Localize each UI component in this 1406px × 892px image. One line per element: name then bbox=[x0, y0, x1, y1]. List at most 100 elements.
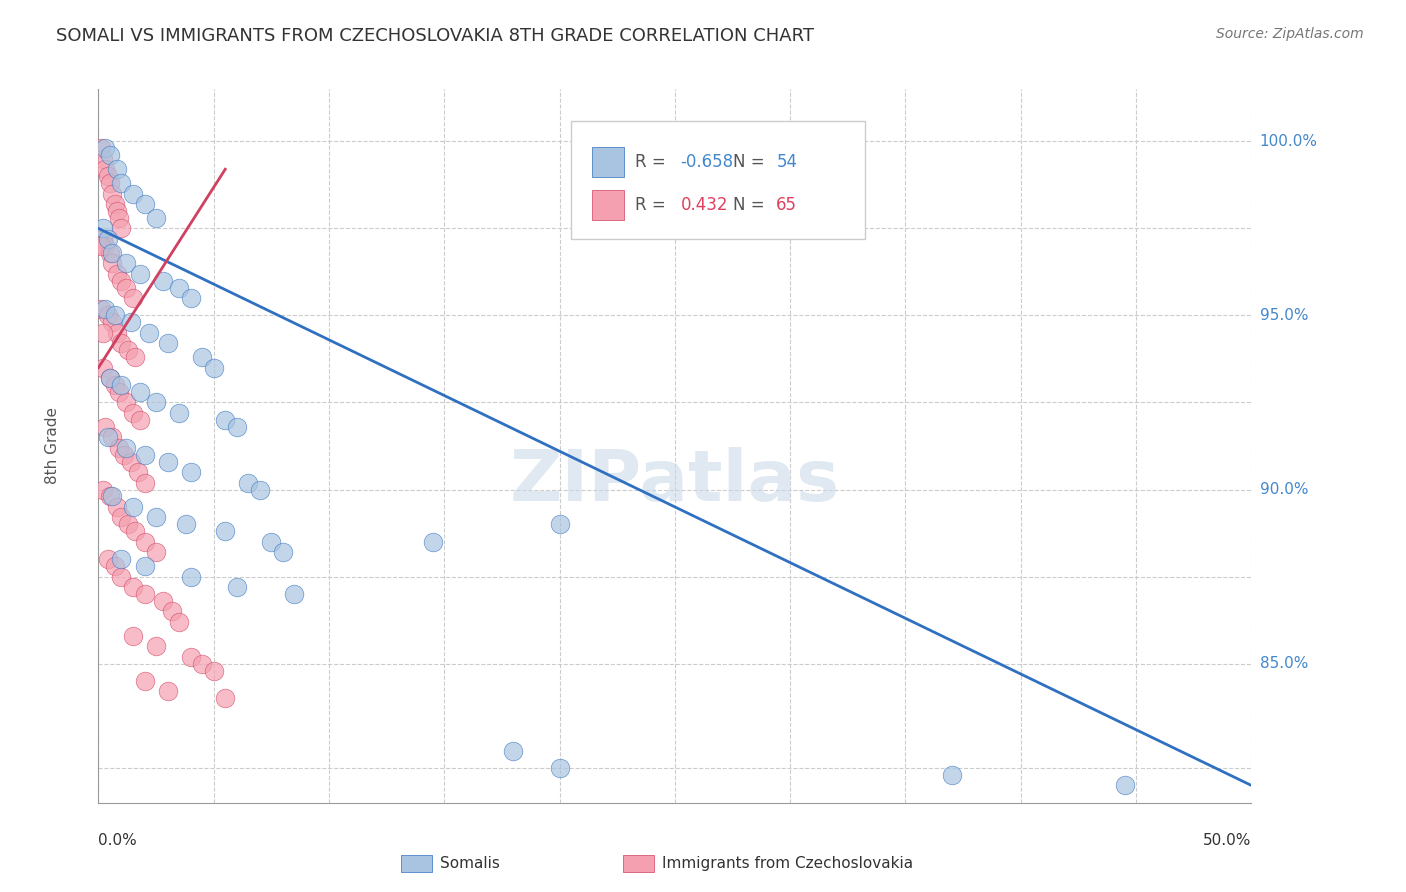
Point bbox=[94, 301, 117, 316]
Point bbox=[134, 534, 156, 549]
Point bbox=[202, 664, 225, 678]
Point bbox=[98, 371, 121, 385]
Point bbox=[94, 162, 117, 177]
Point bbox=[105, 500, 128, 514]
Point bbox=[502, 743, 524, 757]
Text: 50.0%: 50.0% bbox=[1204, 833, 1251, 848]
Point bbox=[167, 406, 190, 420]
Point bbox=[98, 490, 121, 504]
Point bbox=[101, 256, 124, 270]
Point bbox=[103, 197, 125, 211]
Point bbox=[115, 441, 138, 455]
Point bbox=[91, 221, 114, 235]
Point bbox=[152, 274, 174, 288]
Point bbox=[191, 657, 214, 671]
Point bbox=[214, 691, 236, 706]
Point bbox=[134, 559, 156, 574]
Point bbox=[145, 211, 167, 225]
Point bbox=[422, 534, 444, 549]
Point bbox=[127, 465, 149, 479]
FancyBboxPatch shape bbox=[571, 121, 865, 239]
Text: Source: ZipAtlas.com: Source: ZipAtlas.com bbox=[1216, 27, 1364, 41]
Text: 54: 54 bbox=[776, 153, 797, 171]
Point bbox=[167, 280, 190, 294]
Point bbox=[156, 336, 179, 351]
Point bbox=[97, 430, 120, 444]
Point bbox=[115, 256, 138, 270]
Text: -0.658: -0.658 bbox=[681, 153, 734, 171]
Point bbox=[101, 430, 124, 444]
Point bbox=[90, 141, 112, 155]
Text: ZIPatlas: ZIPatlas bbox=[510, 447, 839, 516]
Point bbox=[97, 552, 120, 566]
Point bbox=[110, 552, 132, 566]
Point bbox=[160, 604, 183, 618]
Point bbox=[98, 148, 121, 162]
Point bbox=[129, 267, 152, 281]
Point bbox=[110, 221, 132, 235]
Point bbox=[134, 197, 156, 211]
Point bbox=[145, 510, 167, 524]
Point bbox=[90, 239, 112, 253]
Point bbox=[120, 315, 142, 329]
Point bbox=[117, 517, 139, 532]
Text: 90.0%: 90.0% bbox=[1260, 482, 1308, 497]
Point bbox=[101, 490, 124, 504]
Text: 8th Grade: 8th Grade bbox=[45, 408, 60, 484]
Point bbox=[110, 176, 132, 190]
Point bbox=[271, 545, 294, 559]
Text: 100.0%: 100.0% bbox=[1260, 134, 1317, 149]
Point bbox=[260, 534, 283, 549]
Point bbox=[110, 569, 132, 583]
Point bbox=[180, 569, 202, 583]
Point bbox=[103, 378, 125, 392]
Point bbox=[110, 336, 132, 351]
Text: 0.432: 0.432 bbox=[681, 196, 728, 214]
Text: 65: 65 bbox=[776, 196, 797, 214]
Point bbox=[180, 649, 202, 664]
Point bbox=[225, 580, 247, 594]
Point bbox=[94, 141, 117, 155]
Point bbox=[103, 559, 125, 574]
Text: 0.0%: 0.0% bbox=[98, 833, 138, 848]
Point bbox=[941, 768, 963, 782]
Point bbox=[134, 587, 156, 601]
Point bbox=[98, 371, 121, 385]
Text: SOMALI VS IMMIGRANTS FROM CZECHOSLOVAKIA 8TH GRADE CORRELATION CHART: SOMALI VS IMMIGRANTS FROM CZECHOSLOVAKIA… bbox=[56, 27, 814, 45]
Point bbox=[283, 587, 305, 601]
Text: Immigrants from Czechoslovakia: Immigrants from Czechoslovakia bbox=[662, 856, 914, 871]
Point bbox=[97, 309, 120, 323]
Point bbox=[110, 378, 132, 392]
Point bbox=[124, 524, 146, 539]
Text: N =: N = bbox=[733, 196, 769, 214]
Point bbox=[94, 420, 117, 434]
Text: Somalis: Somalis bbox=[440, 856, 501, 871]
Point bbox=[91, 483, 114, 497]
Point bbox=[122, 500, 145, 514]
Point bbox=[117, 343, 139, 358]
Point bbox=[152, 594, 174, 608]
Point bbox=[180, 291, 202, 305]
Point bbox=[129, 413, 152, 427]
Point bbox=[129, 385, 152, 400]
Point bbox=[122, 186, 145, 201]
Point bbox=[90, 301, 112, 316]
Point bbox=[214, 524, 236, 539]
Point bbox=[101, 245, 124, 260]
Text: R =: R = bbox=[634, 196, 676, 214]
Point bbox=[108, 441, 131, 455]
Text: R =: R = bbox=[634, 153, 671, 171]
Point bbox=[94, 239, 117, 253]
Point bbox=[145, 639, 167, 653]
Point bbox=[238, 475, 260, 490]
Point bbox=[733, 152, 755, 166]
Point bbox=[97, 169, 120, 184]
Text: 85.0%: 85.0% bbox=[1260, 656, 1308, 671]
Point bbox=[120, 455, 142, 469]
Point bbox=[122, 406, 145, 420]
Point bbox=[191, 350, 214, 364]
Point bbox=[115, 280, 138, 294]
Point bbox=[156, 684, 179, 698]
Point bbox=[122, 629, 145, 643]
Point bbox=[225, 420, 247, 434]
